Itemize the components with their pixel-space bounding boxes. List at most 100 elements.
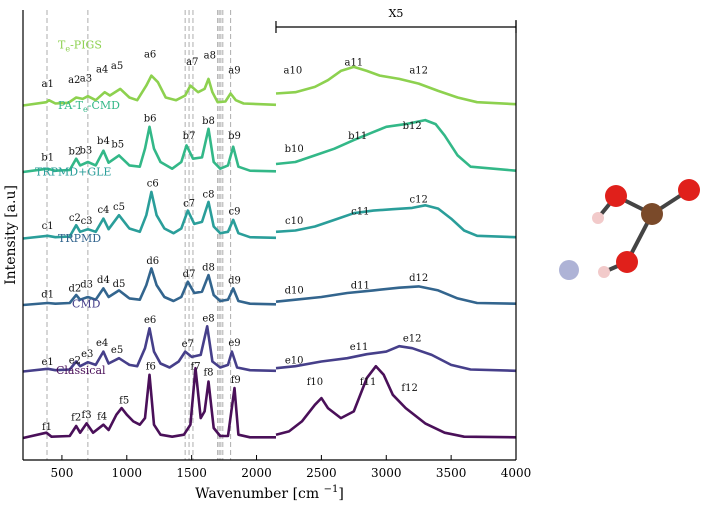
peak-label: a9 <box>228 66 240 77</box>
peak-label: b1 <box>41 153 54 164</box>
peak-label: d5 <box>113 279 126 290</box>
peak-label: b7 <box>183 131 196 142</box>
peak-label: f4 <box>97 411 107 422</box>
peak-label: f5 <box>119 395 129 406</box>
peak-label: c8 <box>203 189 215 200</box>
x-tick-label: 3000 <box>371 466 402 480</box>
peak-label: e11 <box>350 342 369 353</box>
x-tick-label: 500 <box>50 466 73 480</box>
peak-label: b5 <box>111 139 124 150</box>
peak-label: d1 <box>41 290 54 301</box>
x-tick-label: 2000 <box>241 466 272 480</box>
oxygen-atom <box>678 179 700 201</box>
peak-label: c10 <box>285 216 303 227</box>
series-line-low <box>22 74 277 107</box>
peak-label: a5 <box>111 61 123 72</box>
scale-bar-label: X5 <box>389 7 404 20</box>
peak-label: d8 <box>202 262 215 273</box>
peak-label: b3 <box>80 145 93 156</box>
peak-label: d9 <box>228 276 241 287</box>
series-line-high <box>275 204 517 239</box>
series-line-low <box>22 125 277 174</box>
peak-label: e7 <box>182 339 194 350</box>
reference-lines <box>46 10 232 460</box>
peak-label: f9 <box>231 375 241 386</box>
peak-label: e3 <box>81 349 93 360</box>
series-line-low <box>22 366 276 440</box>
peak-label: b8 <box>202 116 215 127</box>
peak-label: d4 <box>97 275 110 286</box>
peak-label: b6 <box>144 113 157 124</box>
peak-label: a1 <box>41 79 53 90</box>
series-name-label: CMD <box>72 298 101 311</box>
series-lines <box>22 65 517 440</box>
series-line-high <box>275 118 517 172</box>
x-tick-label: 1500 <box>176 466 207 480</box>
peak-label: d3 <box>80 280 93 291</box>
peak-label: e12 <box>403 334 422 345</box>
peak-label: f8 <box>203 367 213 378</box>
series-line-high <box>275 364 517 439</box>
series-line-low <box>22 324 277 373</box>
carbon-atom <box>641 203 663 225</box>
x-tick-label: 3500 <box>436 466 467 480</box>
peak-label: d2 <box>69 284 82 295</box>
peak-label: f3 <box>82 410 92 421</box>
hydrogen-atom <box>592 212 604 224</box>
peak-label: d10 <box>285 286 304 297</box>
peak-label: a2 <box>68 75 80 86</box>
scale-bar: X5 <box>275 7 517 33</box>
peak-label: e8 <box>202 314 214 325</box>
peak-label: e1 <box>42 357 54 368</box>
peak-label: d11 <box>351 280 370 291</box>
peak-label: f12 <box>401 383 417 394</box>
peak-label: c12 <box>410 195 428 206</box>
peak-label: a4 <box>96 64 108 75</box>
peak-label: f1 <box>42 422 52 433</box>
peak-label: f7 <box>191 362 201 373</box>
series-name-labels: Te-PIGS PA-Te-CMD TRPMD+GLE TRPMD CMD Classic… <box>35 38 120 377</box>
series-line-low <box>22 267 277 307</box>
peak-label: b12 <box>403 121 422 132</box>
series-line-high <box>275 65 517 106</box>
peak-label: d12 <box>409 273 428 284</box>
series-name-label: Classical <box>56 364 106 377</box>
peak-label: c3 <box>81 216 93 227</box>
series-line-high <box>275 344 517 373</box>
peak-label: c9 <box>228 207 240 218</box>
peak-label: c4 <box>97 205 109 216</box>
ion-atom <box>559 260 579 280</box>
peak-label: c7 <box>183 199 195 210</box>
peak-label: a11 <box>344 58 363 69</box>
series-name-label: TRPMD <box>58 232 101 245</box>
peak-label: a8 <box>204 50 216 61</box>
x-axis-label: Wavenumber [cm −1] <box>195 484 344 502</box>
peak-label: c5 <box>113 202 125 213</box>
x-tick-label: 2500 <box>306 466 337 480</box>
peak-label: a6 <box>144 50 156 61</box>
peak-label: e6 <box>144 315 156 326</box>
peak-label: b10 <box>285 144 304 155</box>
axes: 500 1000 1500 2000 2500 3000 3500 4000 Wavenumbe… <box>3 10 531 502</box>
peak-label: c2 <box>69 213 81 224</box>
peak-label: a3 <box>80 74 92 85</box>
peak-label: f2 <box>71 413 81 424</box>
molecule-illustration <box>559 179 700 280</box>
x-tick-label: 4000 <box>501 466 532 480</box>
peak-label: c6 <box>147 179 159 190</box>
peak-label: c11 <box>351 207 369 218</box>
series-name-label: TRPMD+GLE <box>35 165 111 178</box>
y-axis-label: Intensity [a.u] <box>3 185 19 285</box>
hydrogen-atom <box>598 266 610 278</box>
peak-label: e9 <box>228 338 240 349</box>
peak-label: b11 <box>348 131 367 142</box>
peak-label: f10 <box>307 377 323 388</box>
series-name-label: PA-Te-CMD <box>58 99 120 114</box>
peak-label: d6 <box>146 256 159 267</box>
peak-label: a7 <box>186 57 198 68</box>
peak-label: d7 <box>183 269 196 280</box>
series-name-label: Te-PIGS <box>58 38 102 53</box>
